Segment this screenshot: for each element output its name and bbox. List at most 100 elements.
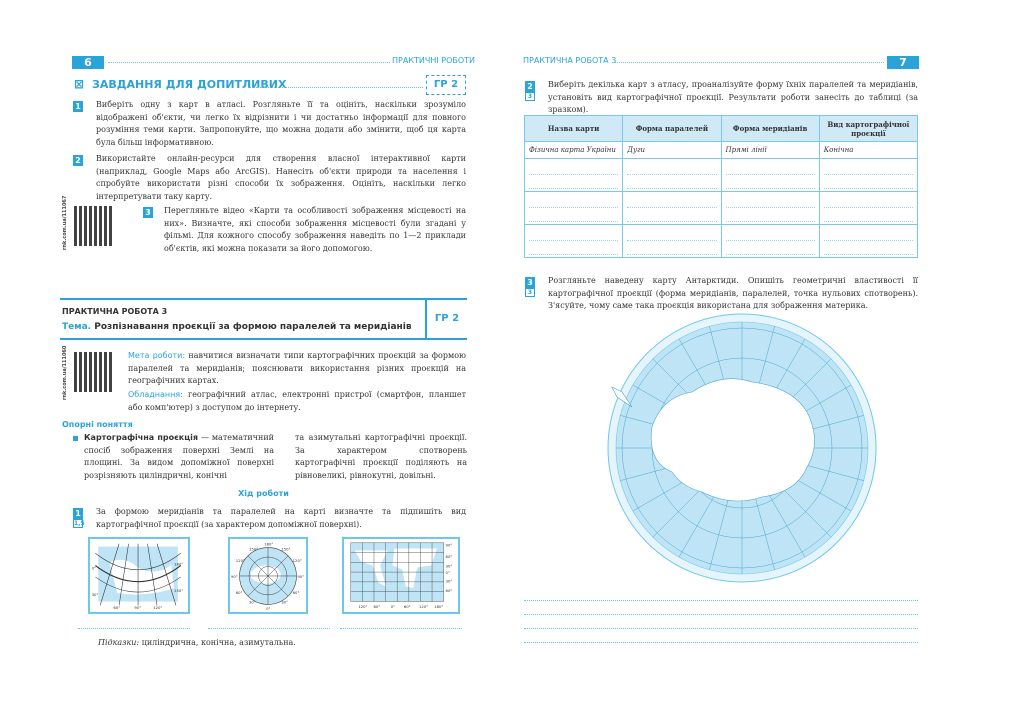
table-row — [523, 224, 919, 258]
task-number: 2 — [525, 81, 535, 92]
conic-projection-map: 0° 30° 180° 150° 60° 90° 120° — [88, 537, 190, 614]
table-cell: Конічна — [818, 141, 919, 159]
meridian — [99, 543, 120, 606]
tick-label: 0° — [446, 570, 450, 575]
table-cell-input[interactable] — [720, 224, 820, 258]
tick-label: 60° — [293, 590, 300, 595]
column-header: Вид картографічної проєкції — [818, 115, 919, 142]
table-cell-input[interactable] — [818, 224, 919, 258]
task-text: Перегляньте відео «Карти та особливості … — [164, 206, 466, 253]
column-header: Назва карти — [523, 115, 624, 142]
task-text: За формою меридіанів та паралелей на кар… — [96, 507, 466, 529]
qr-url: rnk.com.ua/111060 — [62, 345, 68, 400]
task-text: Використайте онлайн-ресурси для створенн… — [96, 154, 466, 201]
antarctica-map — [607, 313, 877, 583]
tick-label: 120° — [419, 604, 428, 609]
answer-line[interactable] — [340, 628, 462, 629]
qr-code[interactable] — [74, 352, 114, 392]
answer-line[interactable] — [524, 628, 918, 629]
tick-label: 90° — [134, 605, 141, 610]
qr-url: rnk.com.ua/111067 — [62, 195, 68, 250]
column-header: Форма паралелей — [622, 115, 722, 142]
table-cell-input[interactable] — [523, 158, 624, 192]
tick-label: 30° — [249, 599, 256, 604]
task-number: 1 — [73, 508, 83, 519]
task-score: 1,5 — [73, 519, 85, 528]
table-cell-input[interactable] — [818, 158, 919, 192]
table-cell-input[interactable] — [720, 158, 820, 192]
tick-label: 120° — [236, 558, 245, 563]
tick-label: 60° — [374, 604, 381, 609]
concept-text-cont: та азимутальні картографічні проєкції. З… — [295, 433, 467, 480]
equipment-text: географічний атлас, електронні пристрої … — [128, 390, 467, 412]
goal-label: Мета роботи: — [128, 351, 186, 360]
table-cell-input[interactable] — [818, 191, 919, 225]
concept-text: — математичний спосіб зображення поверхн… — [84, 433, 275, 480]
running-header: ПРАКТИЧНІ РОБОТИ — [392, 56, 476, 65]
task-number: 3 — [525, 277, 535, 288]
tick-label: 0° — [391, 604, 395, 609]
task-text: Виберіть декілька карт з атласу, проанал… — [548, 80, 918, 114]
tick-label: 30° — [281, 599, 288, 604]
table-cell-input[interactable] — [622, 158, 722, 192]
task-text: Виберіть одну з карт в атласі. Розгляньт… — [96, 100, 466, 147]
cylindrical-projection-map: 90° 60° 30° 0° 30° 60° 120° 60° 0° 60° 120° 180° — [342, 537, 460, 614]
section-rule — [248, 87, 423, 88]
tick-label: 60° — [446, 588, 453, 593]
level-badge: ГР 2 — [425, 300, 467, 338]
answer-line[interactable] — [524, 614, 918, 615]
table-cell-input[interactable] — [622, 224, 722, 258]
practical-label: ПРАКТИЧНА РОБОТА 3 — [62, 307, 168, 316]
tick-label: 60° — [446, 554, 453, 559]
practical-work-header: ПРАКТИЧНА РОБОТА 3 Тема. Розпізнавання п… — [60, 298, 467, 340]
table-cell-input[interactable] — [622, 191, 722, 225]
table-cell: Дуги — [622, 141, 722, 159]
task-score: 3 — [525, 92, 535, 101]
tick-label: 0° — [92, 565, 96, 570]
task-number: 2 — [73, 155, 83, 166]
tick-label: 90° — [297, 574, 304, 579]
task-number: 1 — [73, 101, 83, 112]
bullet-icon — [73, 436, 78, 441]
table-cell: Фізична карта України — [523, 141, 624, 159]
task-number: 3 — [143, 207, 153, 218]
table-row — [523, 158, 919, 192]
qr-code[interactable] — [74, 206, 114, 246]
checkbox-x-icon: ⊠ — [74, 77, 85, 91]
answer-line[interactable] — [208, 628, 330, 629]
tick-label: 60° — [404, 604, 411, 609]
tick-label: 150° — [249, 546, 258, 551]
tick-label: 30° — [92, 592, 99, 597]
tick-label: 180° — [264, 542, 273, 547]
table-cell-input[interactable] — [720, 191, 820, 225]
page-number: 6 — [72, 56, 104, 69]
equipment-label: Обладнання: — [128, 390, 183, 399]
table-cell-input[interactable] — [523, 224, 624, 258]
tick-label: 180° — [434, 604, 443, 609]
table-cell-input[interactable] — [523, 191, 624, 225]
table-cell: Прямі лінії — [720, 141, 820, 159]
tick-label: 0° — [266, 606, 270, 611]
azimuthal-projection-map: 180° 150° 150° 120° 120° 90° 90° 60° 60° 30° 30° 0° — [228, 537, 308, 614]
tick-label: 150° — [174, 588, 183, 593]
column-header: Форма меридіанів — [720, 115, 820, 142]
answer-line[interactable] — [524, 600, 918, 601]
tick-label: 120° — [293, 558, 302, 563]
header-rule — [614, 62, 884, 63]
task-text: Розгляньте наведену карту Антарктиди. Оп… — [548, 276, 918, 310]
concepts-title: Опорні поняття — [62, 420, 133, 429]
answer-line[interactable] — [524, 642, 918, 643]
running-header: ПРАКТИЧНА РОБОТА 3 — [523, 56, 617, 65]
section-title: ЗАВДАННЯ ДЛЯ ДОПИТЛИВИХ — [92, 78, 287, 91]
tick-label: 30° — [446, 563, 453, 568]
meridian — [118, 543, 129, 606]
land — [354, 548, 438, 589]
tick-label: 120° — [358, 604, 367, 609]
answer-line[interactable] — [78, 628, 190, 629]
procedure-title: Хід роботи — [238, 489, 289, 498]
goal-text: навчитися визначати типи картографічних … — [128, 351, 466, 385]
tick-label: 60° — [113, 605, 120, 610]
task-score: 3 — [525, 288, 535, 297]
topic-label: Тема. — [62, 322, 92, 332]
tick-label: 90° — [231, 574, 238, 579]
